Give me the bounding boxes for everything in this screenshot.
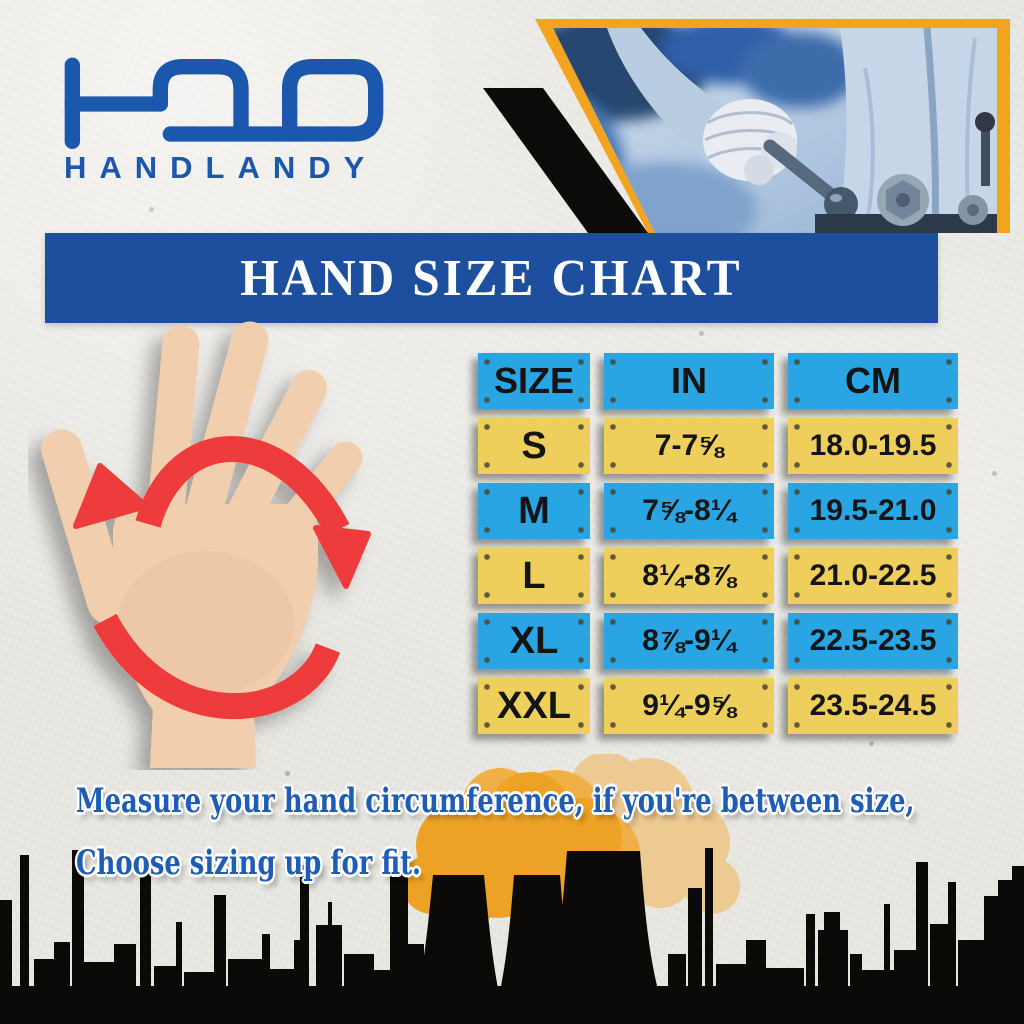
cell-size-xxl: XXL [478, 678, 590, 734]
page-title: HAND SIZE CHART [240, 249, 743, 307]
header-size: SIZE [478, 353, 590, 409]
cell-cm-l: 21.0-22.5 [788, 548, 958, 604]
cell-in-s: 7-7⅝ [604, 418, 774, 474]
cell-in-m: 7⅝-8¼ [604, 483, 774, 539]
note-line-1: Measure your hand circumference, if you'… [76, 781, 915, 821]
cell-size-l: L [478, 548, 590, 604]
header-cm: CM [788, 353, 958, 409]
cell-in-l: 8¼-8⅞ [604, 548, 774, 604]
cell-cm-s: 18.0-19.5 [788, 418, 958, 474]
machinery [815, 112, 997, 233]
cell-cm-xxl: 23.5-24.5 [788, 678, 958, 734]
cell-size-s: S [478, 418, 590, 474]
cell-size-m: M [478, 483, 590, 539]
note-line-2: Choose sizing up for fit. [76, 843, 422, 883]
hand-measure-icon [41, 321, 371, 768]
cell-in-xl: 8⅞-9¼ [604, 613, 774, 669]
rotation-arrows-icon [73, 436, 371, 720]
brand-name: HANDLANDY [64, 150, 378, 185]
sizing-note: Measure your hand circumference, if you'… [76, 770, 915, 894]
title-banner: HAND SIZE CHART [45, 233, 938, 323]
factory-skyline-illustration [0, 754, 1024, 1024]
size-chart-table: SIZE IN CM S 7-7⅝ 18.0-19.5 M 7⅝-8¼ 19.5… [478, 353, 958, 734]
cell-in-xxl: 9¼-9⅝ [604, 678, 774, 734]
handlandy-logo-icon [64, 57, 384, 149]
cell-cm-xl: 22.5-23.5 [788, 613, 958, 669]
skyline [0, 848, 1024, 1024]
header-in: IN [604, 353, 774, 409]
wrench-icon [763, 139, 858, 221]
cell-size-xl: XL [478, 613, 590, 669]
texture-specks [0, 0, 3, 3]
cell-cm-m: 19.5-21.0 [788, 483, 958, 539]
